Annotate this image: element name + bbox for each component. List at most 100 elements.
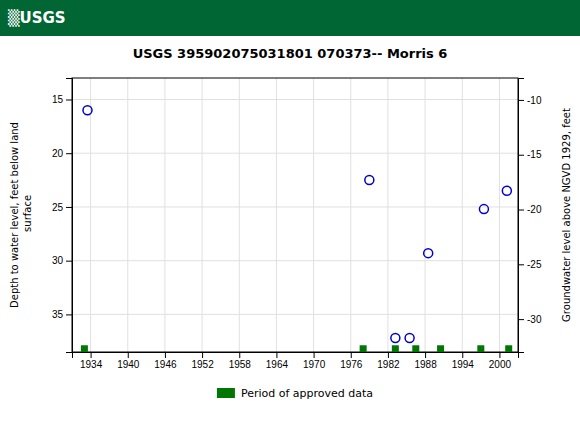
tick-label: 1952 <box>191 359 214 370</box>
grid-line <box>425 78 426 352</box>
square-marker <box>477 345 484 352</box>
tick-label: -20 <box>527 204 542 215</box>
grid-line <box>72 206 518 207</box>
tick-label: 1964 <box>266 359 289 370</box>
tick: 15 <box>52 94 72 105</box>
tick-mark <box>165 352 166 358</box>
y2-axis: -10 -15 -20 -25 -30 <box>518 79 542 353</box>
grid-line <box>499 78 500 352</box>
tick-label: -10 <box>527 95 542 106</box>
tick-mark <box>66 261 72 262</box>
y2-axis-title: Groundwater level above NGVD 1929, feet <box>561 108 572 322</box>
tick: 1958 <box>229 352 252 370</box>
y-axis-title-line: surface <box>22 195 33 235</box>
title: USGS 395902075031801 070373-- Morris 6 <box>133 46 448 61</box>
tick-label: 20 <box>52 148 64 159</box>
tick-mark <box>66 314 72 315</box>
tick-mark <box>518 264 524 265</box>
tick: 1940 <box>117 352 140 370</box>
grid-line <box>387 78 388 352</box>
grid-line <box>72 260 518 261</box>
x-axis: 1934194019461952195819641970197619821988… <box>73 352 519 370</box>
chart-container: ▒USGS USGS 395902075031801 070373-- Morri… <box>0 0 580 430</box>
series <box>81 345 512 352</box>
tick-label: -30 <box>527 314 542 325</box>
tick-label: 1946 <box>154 359 177 370</box>
tick: 2000 <box>489 352 512 370</box>
tick-label: 25 <box>52 202 64 213</box>
tick-label: 1994 <box>452 359 475 370</box>
tick-label: 1976 <box>340 359 363 370</box>
series <box>83 106 511 343</box>
point <box>479 205 488 214</box>
tick-mark <box>518 155 524 156</box>
annotation: ▒USGS <box>8 9 66 27</box>
tick-label: 15 <box>52 94 64 105</box>
grid-line <box>276 78 277 352</box>
grid-line <box>164 78 165 352</box>
tick-label: 1940 <box>117 359 140 370</box>
tick: 1994 <box>452 352 475 370</box>
square-marker <box>392 345 399 352</box>
tick-label: 1934 <box>80 359 103 370</box>
tick-mark <box>91 352 92 358</box>
grid-line <box>462 78 463 352</box>
tick: -20 <box>518 204 542 215</box>
tick: 30 <box>52 255 72 266</box>
tick: 1934 <box>80 352 103 370</box>
grid <box>72 78 518 352</box>
point <box>83 106 92 115</box>
y-axis-title-line: Depth to water level, feet below land <box>9 122 20 308</box>
grid-line <box>239 78 240 352</box>
legend-item: Period of approved data <box>217 387 373 400</box>
tick-mark <box>314 352 315 358</box>
point <box>502 186 511 195</box>
tick-label: 2000 <box>489 359 512 370</box>
axis-line <box>519 79 525 353</box>
tick: 25 <box>52 202 72 213</box>
point <box>391 334 400 343</box>
grid-line <box>72 314 518 315</box>
grid-line <box>127 78 128 352</box>
tick: 1976 <box>340 352 363 370</box>
legend-label: Period of approved data <box>241 387 373 400</box>
tick-mark <box>518 210 524 211</box>
grid-line <box>90 78 91 352</box>
tick-mark <box>351 352 352 358</box>
tick-label: 30 <box>52 255 64 266</box>
tick: 1982 <box>377 352 400 370</box>
tick: 35 <box>52 309 72 320</box>
tick: -15 <box>518 149 542 160</box>
tick-mark <box>66 207 72 208</box>
tick: 1946 <box>154 352 177 370</box>
square-marker <box>360 345 367 352</box>
square-marker <box>505 345 512 352</box>
marks <box>81 106 512 352</box>
grid-line <box>202 78 203 352</box>
tick-mark <box>128 352 129 358</box>
y-axis-title: Depth to water level, feet below land su… <box>9 122 33 308</box>
tick-mark <box>499 352 500 358</box>
grid-line <box>313 78 314 352</box>
square-marker <box>412 345 419 352</box>
tick-mark <box>462 352 463 358</box>
tick-mark <box>425 352 426 358</box>
y-axis: 15 20 25 30 35 <box>52 79 73 353</box>
axis-line <box>73 353 519 359</box>
tick: -25 <box>518 259 542 270</box>
tick-label: 1982 <box>377 359 400 370</box>
tick-mark <box>202 352 203 358</box>
square-marker <box>81 345 88 352</box>
tick-label: -25 <box>527 259 542 270</box>
tick: 20 <box>52 148 72 159</box>
tick: -30 <box>518 314 542 325</box>
tick-mark <box>518 319 524 320</box>
chart-svg: ▒USGS USGS 395902075031801 070373-- Morri… <box>0 0 580 430</box>
tick-label: 35 <box>52 309 64 320</box>
point <box>365 176 374 185</box>
tick-label: 1970 <box>303 359 326 370</box>
grid-line <box>350 78 351 352</box>
tick: 1964 <box>266 352 289 370</box>
plot: 1934194019461952195819641970197619821988… <box>52 78 542 370</box>
tick-mark <box>276 352 277 358</box>
